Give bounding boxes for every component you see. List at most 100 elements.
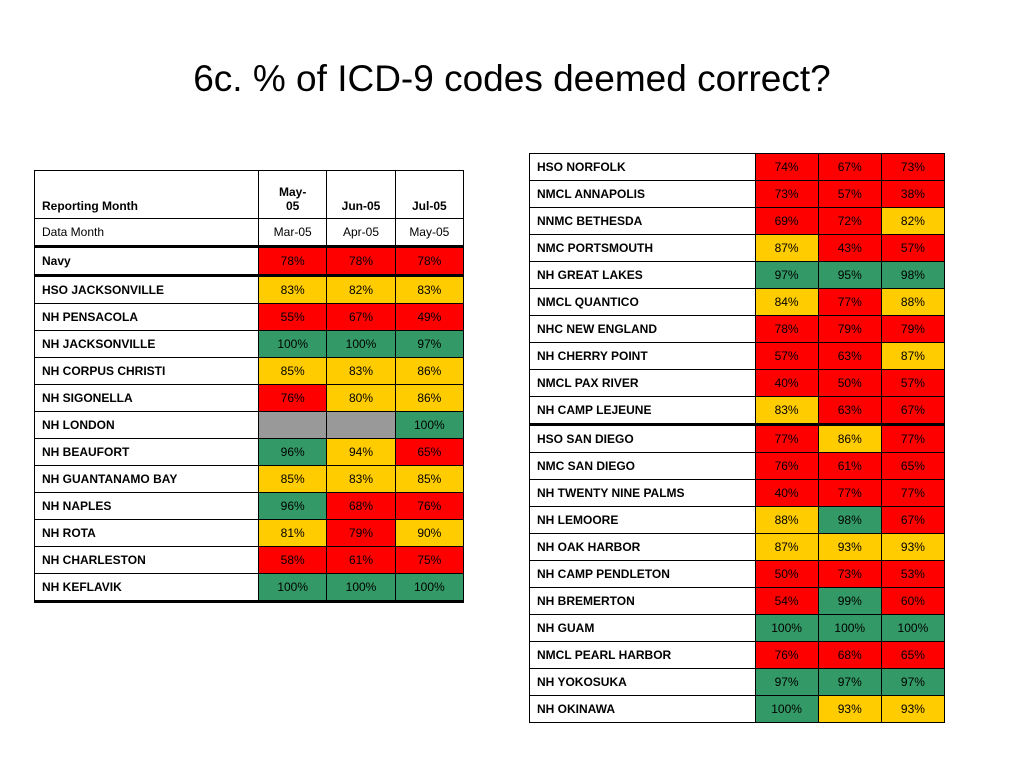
data-month-row: Data Month Mar-05 Apr-05 May-05 bbox=[33, 218, 465, 248]
facility-name: NH CAMP PENDLETON bbox=[529, 560, 756, 588]
table-row: HSO JACKSONVILLE 83% 82% 83% bbox=[33, 275, 465, 304]
score-cell: 100% bbox=[754, 695, 819, 723]
score-cell: 76% bbox=[394, 492, 465, 520]
table-row: NH OAK HARBOR 87% 93% 93% bbox=[529, 533, 946, 561]
score-cell: 100% bbox=[754, 614, 819, 642]
score-cell: 83% bbox=[326, 465, 396, 493]
score-cell: 84% bbox=[754, 288, 819, 316]
table-row: NHC NEW ENGLAND 78% 79% 79% bbox=[529, 315, 946, 343]
score-cell: 100% bbox=[326, 573, 396, 603]
score-cell: 100% bbox=[394, 411, 465, 439]
score-cell: 83% bbox=[394, 275, 465, 304]
score-cell: 67% bbox=[880, 506, 946, 534]
score-cell: 76% bbox=[258, 384, 328, 412]
facility-name: NNMC BETHESDA bbox=[529, 207, 756, 235]
table-row: NH CHARLESTON 58% 61% 75% bbox=[33, 546, 465, 574]
score-cell: 100% bbox=[394, 573, 465, 603]
score-cell: 98% bbox=[880, 261, 946, 289]
score-cell: 82% bbox=[326, 275, 396, 304]
score-cell: 78% bbox=[326, 246, 396, 277]
score-cell: 50% bbox=[817, 369, 882, 397]
facility-name: NH CORPUS CHRISTI bbox=[33, 357, 260, 385]
score-cell: 50% bbox=[754, 560, 819, 588]
data-month-3: May-05 bbox=[394, 218, 465, 248]
table-row: NH TWENTY NINE PALMS 40% 77% 77% bbox=[529, 479, 946, 507]
table-row: NH SIGONELLA 76% 80% 86% bbox=[33, 384, 465, 412]
score-cell: 88% bbox=[754, 506, 819, 534]
facility-name: NHC NEW ENGLAND bbox=[529, 315, 756, 343]
score-cell: 63% bbox=[817, 342, 882, 370]
score-cell: 65% bbox=[880, 452, 946, 480]
score-cell: 85% bbox=[258, 357, 328, 385]
table-row: NH GUANTANAMO BAY 85% 83% 85% bbox=[33, 465, 465, 493]
facility-name: NH CAMP LEJEUNE bbox=[529, 396, 756, 426]
facility-name: Navy bbox=[33, 246, 260, 277]
facility-name: HSO NORFOLK bbox=[529, 153, 756, 181]
score-cell: 83% bbox=[326, 357, 396, 385]
table-row: NH YOKOSUKA 97% 97% 97% bbox=[529, 668, 946, 696]
score-cell: 100% bbox=[880, 614, 946, 642]
facility-name: NMC SAN DIEGO bbox=[529, 452, 756, 480]
score-cell: 90% bbox=[394, 519, 465, 547]
score-cell: 61% bbox=[817, 452, 882, 480]
score-cell: 77% bbox=[754, 424, 819, 453]
score-cell: 68% bbox=[817, 641, 882, 669]
score-cell: 49% bbox=[394, 303, 465, 331]
score-cell: 55% bbox=[258, 303, 328, 331]
table-row: Navy 78% 78% 78% bbox=[33, 246, 465, 277]
table-row: NMC PORTSMOUTH 87% 43% 57% bbox=[529, 234, 946, 262]
score-cell: 43% bbox=[817, 234, 882, 262]
score-cell: 80% bbox=[326, 384, 396, 412]
table-row: HSO NORFOLK 74% 67% 73% bbox=[529, 153, 946, 181]
header-month-1: May- 05 bbox=[258, 170, 328, 219]
score-cell: 75% bbox=[394, 546, 465, 574]
header-month-3: Jul-05 bbox=[394, 170, 465, 219]
header-month-2: Jun-05 bbox=[326, 170, 396, 219]
facility-name: NH GUAM bbox=[529, 614, 756, 642]
score-cell: 97% bbox=[817, 668, 882, 696]
score-cell: 97% bbox=[394, 330, 465, 358]
facility-name: NH TWENTY NINE PALMS bbox=[529, 479, 756, 507]
score-cell: 93% bbox=[880, 533, 946, 561]
score-cell: 100% bbox=[817, 614, 882, 642]
facility-name: NH GUANTANAMO BAY bbox=[33, 465, 260, 493]
table-row: NH GUAM 100% 100% 100% bbox=[529, 614, 946, 642]
score-cell: 94% bbox=[326, 438, 396, 466]
table-row: NH PENSACOLA 55% 67% 49% bbox=[33, 303, 465, 331]
facility-name: NMCL ANNAPOLIS bbox=[529, 180, 756, 208]
facility-name: NH OAK HARBOR bbox=[529, 533, 756, 561]
score-cell: 38% bbox=[880, 180, 946, 208]
table-row: NNMC BETHESDA 69% 72% 82% bbox=[529, 207, 946, 235]
facility-name: NH BEAUFORT bbox=[33, 438, 260, 466]
facility-name: NMCL QUANTICO bbox=[529, 288, 756, 316]
score-cell: 87% bbox=[754, 533, 819, 561]
header-row: Reporting Month May- 05 Jun-05 Jul-05 bbox=[33, 170, 465, 219]
score-cell: 87% bbox=[754, 234, 819, 262]
score-cell: 86% bbox=[394, 357, 465, 385]
page-title: 6c. % of ICD-9 codes deemed correct? bbox=[193, 58, 831, 99]
score-cell: 57% bbox=[880, 234, 946, 262]
score-cell: 73% bbox=[754, 180, 819, 208]
table-row: NH NAPLES 96% 68% 76% bbox=[33, 492, 465, 520]
table-row: NMCL PEARL HARBOR 76% 68% 65% bbox=[529, 641, 946, 669]
right-scorecard-table: HSO NORFOLK 74% 67% 73% NMCL ANNAPOLIS 73% 57%… bbox=[529, 153, 946, 723]
score-cell: 65% bbox=[394, 438, 465, 466]
score-cell: 87% bbox=[880, 342, 946, 370]
score-cell: 77% bbox=[817, 288, 882, 316]
data-month-2: Apr-05 bbox=[326, 218, 396, 248]
score-cell: 73% bbox=[817, 560, 882, 588]
score-cell: 79% bbox=[326, 519, 396, 547]
score-cell: 60% bbox=[880, 587, 946, 615]
table-row: NH LEMOORE 88% 98% 67% bbox=[529, 506, 946, 534]
score-cell: 69% bbox=[754, 207, 819, 235]
score-cell: 57% bbox=[754, 342, 819, 370]
score-cell: 53% bbox=[880, 560, 946, 588]
score-cell: 57% bbox=[817, 180, 882, 208]
score-cell: 65% bbox=[880, 641, 946, 669]
score-cell: 57% bbox=[880, 369, 946, 397]
score-cell: 82% bbox=[880, 207, 946, 235]
score-cell: 77% bbox=[880, 424, 946, 453]
facility-name: NMCL PEARL HARBOR bbox=[529, 641, 756, 669]
score-cell: 63% bbox=[817, 396, 882, 426]
facility-name: NH GREAT LAKES bbox=[529, 261, 756, 289]
